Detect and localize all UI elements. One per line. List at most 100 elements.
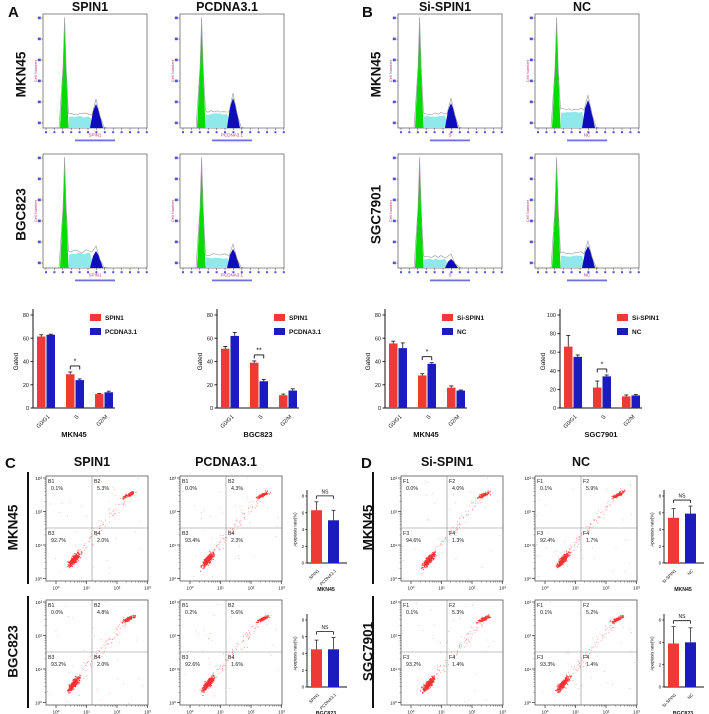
panel-a-col-title-spin1: SPIN1 [71, 0, 109, 14]
svg-text:40: 40 [550, 369, 556, 375]
svg-text:10²: 10² [603, 586, 610, 591]
svg-text:G2/M: G2/M [623, 414, 637, 428]
svg-text:Cell Number: Cell Number [388, 199, 393, 222]
svg-text:B1: B1 [182, 603, 189, 609]
svg-text:NS: NS [322, 625, 330, 631]
svg-text:Cell Number: Cell Number [525, 59, 530, 82]
svg-text:S: S [258, 414, 265, 421]
panel-b-label: B [362, 4, 373, 21]
panel-b-col-title-sispin1: Si-SPIN1 [418, 0, 472, 14]
svg-text:10²: 10² [248, 586, 255, 591]
panel-c-row-label-mkn45: MKN45 [5, 504, 21, 551]
svg-text:Gated: Gated [13, 352, 20, 370]
svg-text:10³: 10³ [278, 586, 285, 591]
flow-histogram-sgc7901-nc: Cell Number NC [522, 150, 642, 290]
flow-histogram-mkn45-spin1: Cell Number SPIN1 [30, 10, 150, 150]
flow-histogram-sgc7901-sispin1: Cell Number S [385, 150, 505, 290]
svg-text:S: S [448, 273, 451, 278]
svg-text:F2: F2 [449, 603, 455, 609]
svg-text:B2: B2 [94, 479, 101, 485]
row-bracket-line [27, 596, 29, 708]
apoptosis-scatter-sgc7901-nc: 10⁰ 10¹ 10² 10³ 10⁰ 10¹ 10² 10³ F1 0.1% F2 5.2% F3 93… [519, 592, 644, 714]
svg-text:Si-SPIN1: Si-SPIN1 [457, 315, 484, 322]
svg-text:10³: 10³ [35, 476, 42, 481]
svg-text:10²: 10² [469, 710, 476, 714]
svg-text:94.6%: 94.6% [406, 538, 421, 544]
svg-text:92.6%: 92.6% [185, 662, 200, 668]
svg-text:F3: F3 [403, 655, 409, 661]
panel-b-row-label-mkn45: MKN45 [368, 51, 384, 98]
svg-text:MKN45: MKN45 [317, 587, 335, 593]
svg-text:BGC823: BGC823 [243, 430, 272, 439]
svg-text:40: 40 [375, 360, 381, 366]
svg-text:93.2%: 93.2% [406, 662, 421, 668]
svg-text:B1: B1 [182, 479, 189, 485]
svg-text:60: 60 [375, 336, 381, 342]
svg-text:SPIN1: SPIN1 [308, 692, 321, 705]
svg-text:B4: B4 [228, 531, 235, 537]
svg-text:93.4%: 93.4% [185, 538, 200, 544]
panel-c-col-title-spin1: SPIN1 [73, 455, 111, 469]
flow-histogram-bgc823-spin1: Cell Number SPIN1 [30, 150, 150, 290]
svg-text:0: 0 [210, 406, 213, 412]
flow-histogram-mkn45-sispin1: Cell Number S [385, 10, 505, 150]
panel-c-label: C [5, 455, 16, 472]
svg-text:MKN45: MKN45 [61, 430, 86, 439]
panel-a-label: A [8, 4, 19, 21]
svg-text:B3: B3 [48, 531, 55, 537]
svg-text:B3: B3 [48, 655, 55, 661]
svg-text:10²: 10² [524, 509, 531, 514]
svg-text:B3: B3 [182, 655, 189, 661]
svg-text:Cell Number: Cell Number [33, 59, 38, 82]
svg-text:S: S [448, 133, 451, 138]
svg-text:5.9%: 5.9% [586, 486, 598, 492]
svg-text:0: 0 [302, 685, 305, 690]
svg-text:5.6%: 5.6% [231, 610, 243, 616]
svg-text:0.1%: 0.1% [540, 486, 552, 492]
svg-text:0: 0 [378, 406, 381, 412]
svg-text:2.0%: 2.0% [97, 538, 109, 544]
svg-text:PCDNA3.1: PCDNA3.1 [319, 692, 338, 711]
svg-text:SPIN1: SPIN1 [105, 315, 124, 322]
svg-text:40: 40 [23, 360, 29, 366]
svg-text:10⁰: 10⁰ [390, 700, 397, 705]
svg-text:10¹: 10¹ [390, 543, 397, 548]
svg-text:10¹: 10¹ [217, 710, 224, 714]
svg-text:F4: F4 [449, 655, 455, 661]
svg-text:F2: F2 [449, 479, 455, 485]
svg-text:0.0%: 0.0% [51, 610, 63, 616]
svg-text:10³: 10³ [524, 476, 531, 481]
svg-text:10²: 10² [169, 509, 176, 514]
svg-text:20: 20 [550, 387, 556, 393]
svg-text:10⁰: 10⁰ [35, 576, 42, 581]
panel-b-row-label-sgc7901: SGC7901 [368, 184, 384, 245]
svg-text:4.3%: 4.3% [231, 486, 243, 492]
svg-text:10²: 10² [390, 509, 397, 514]
svg-text:SPIN1: SPIN1 [88, 273, 102, 278]
svg-text:0.1%: 0.1% [51, 486, 63, 492]
svg-text:10²: 10² [469, 586, 476, 591]
svg-text:SPIN1: SPIN1 [88, 133, 102, 138]
svg-text:10²: 10² [35, 509, 42, 514]
svg-text:10⁰: 10⁰ [35, 700, 42, 705]
apoptosis-bar-mkn45-knockdown: 0 2 4 6 8 Apoptosis rate(%) Si-SPIN1 NC NS MKN45 [649, 470, 709, 595]
svg-text:*: * [426, 349, 429, 356]
svg-text:G2/M: G2/M [280, 414, 294, 428]
cellcycle-chart-mkn45-knockdown: 0 20 40 60 80 Gated G0/G1 S G2/M Si-SPIN1 NC * MKN45 [364, 298, 514, 443]
svg-text:0: 0 [26, 406, 29, 412]
panel-c-row-label-bgc823: BGC823 [5, 625, 21, 678]
svg-text:F1: F1 [403, 479, 409, 485]
svg-text:B4: B4 [94, 531, 101, 537]
svg-text:10²: 10² [114, 710, 121, 714]
svg-text:0.2%: 0.2% [185, 610, 197, 616]
svg-text:0: 0 [302, 561, 305, 566]
svg-text:B1: B1 [48, 603, 55, 609]
svg-text:Si-SPIN1: Si-SPIN1 [632, 315, 659, 322]
svg-text:B3: B3 [182, 531, 189, 537]
svg-text:60: 60 [550, 350, 556, 356]
svg-text:20: 20 [207, 383, 213, 389]
svg-text:10³: 10³ [278, 710, 285, 714]
panel-a-row-label-mkn45: MKN45 [13, 51, 29, 98]
svg-text:F3: F3 [403, 531, 409, 537]
svg-text:10³: 10³ [169, 476, 176, 481]
